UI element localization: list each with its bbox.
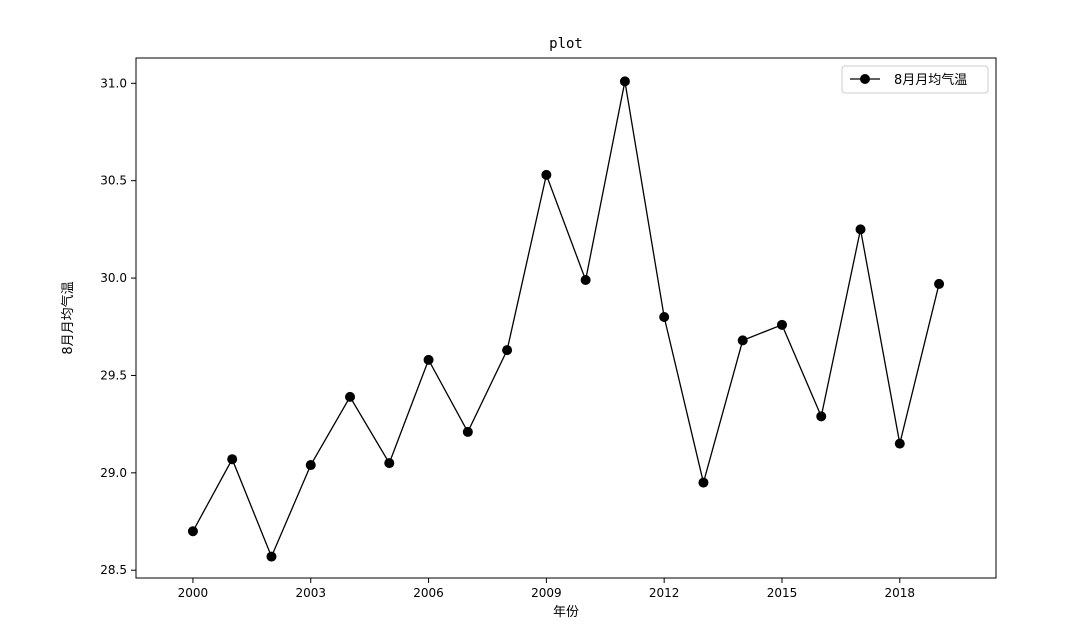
y-axis-title: 8月月均气温 — [60, 281, 76, 354]
x-tick-label: 2000 — [178, 586, 209, 600]
data-point — [619, 76, 630, 87]
y-axis-ticks: 28.5 29.0 29.5 30.0 30.5 31.0 — [100, 76, 136, 577]
data-point — [502, 345, 513, 356]
y-tick-label: 30.0 — [100, 271, 127, 285]
data-point — [737, 335, 748, 346]
x-tick-label: 2006 — [413, 586, 444, 600]
data-point — [855, 224, 866, 235]
data-point — [187, 526, 198, 537]
data-point — [776, 319, 787, 330]
x-tick-label: 2003 — [295, 586, 326, 600]
y-tick-label: 31.0 — [100, 76, 127, 90]
y-tick-label: 29.0 — [100, 466, 127, 480]
plot-area — [135, 57, 997, 579]
x-tick-label: 2015 — [767, 586, 798, 600]
data-point — [345, 391, 356, 402]
data-point — [305, 460, 316, 471]
series-line — [192, 81, 940, 559]
legend-marker-sample — [860, 74, 870, 84]
chart-title: plot — [549, 36, 583, 52]
x-tick-label: 2009 — [531, 586, 562, 600]
legend-label: 8月月均气温 — [894, 72, 967, 88]
data-point — [894, 438, 905, 449]
y-tick-label: 30.5 — [100, 174, 127, 188]
data-point — [462, 426, 473, 437]
data-point — [816, 411, 827, 422]
legend: 8月月均气温 — [841, 65, 989, 94]
data-point — [659, 312, 670, 323]
y-tick-label: 28.5 — [100, 563, 127, 577]
data-point — [227, 454, 238, 465]
data-point — [934, 278, 945, 289]
legend-box — [841, 65, 989, 94]
series-points — [187, 76, 945, 562]
x-axis-ticks: 2000 2003 2006 2009 2012 2015 2018 — [178, 578, 915, 600]
x-axis-title: 年份 — [553, 605, 579, 620]
data-point — [580, 275, 591, 286]
data-point — [423, 354, 434, 365]
data-point — [541, 169, 552, 180]
series-lines — [192, 81, 940, 559]
data-point — [266, 551, 277, 562]
y-tick-label: 29.5 — [100, 368, 127, 382]
data-point — [698, 477, 709, 488]
data-point — [384, 458, 395, 469]
x-tick-label: 2018 — [885, 586, 916, 600]
x-tick-label: 2012 — [649, 586, 680, 600]
